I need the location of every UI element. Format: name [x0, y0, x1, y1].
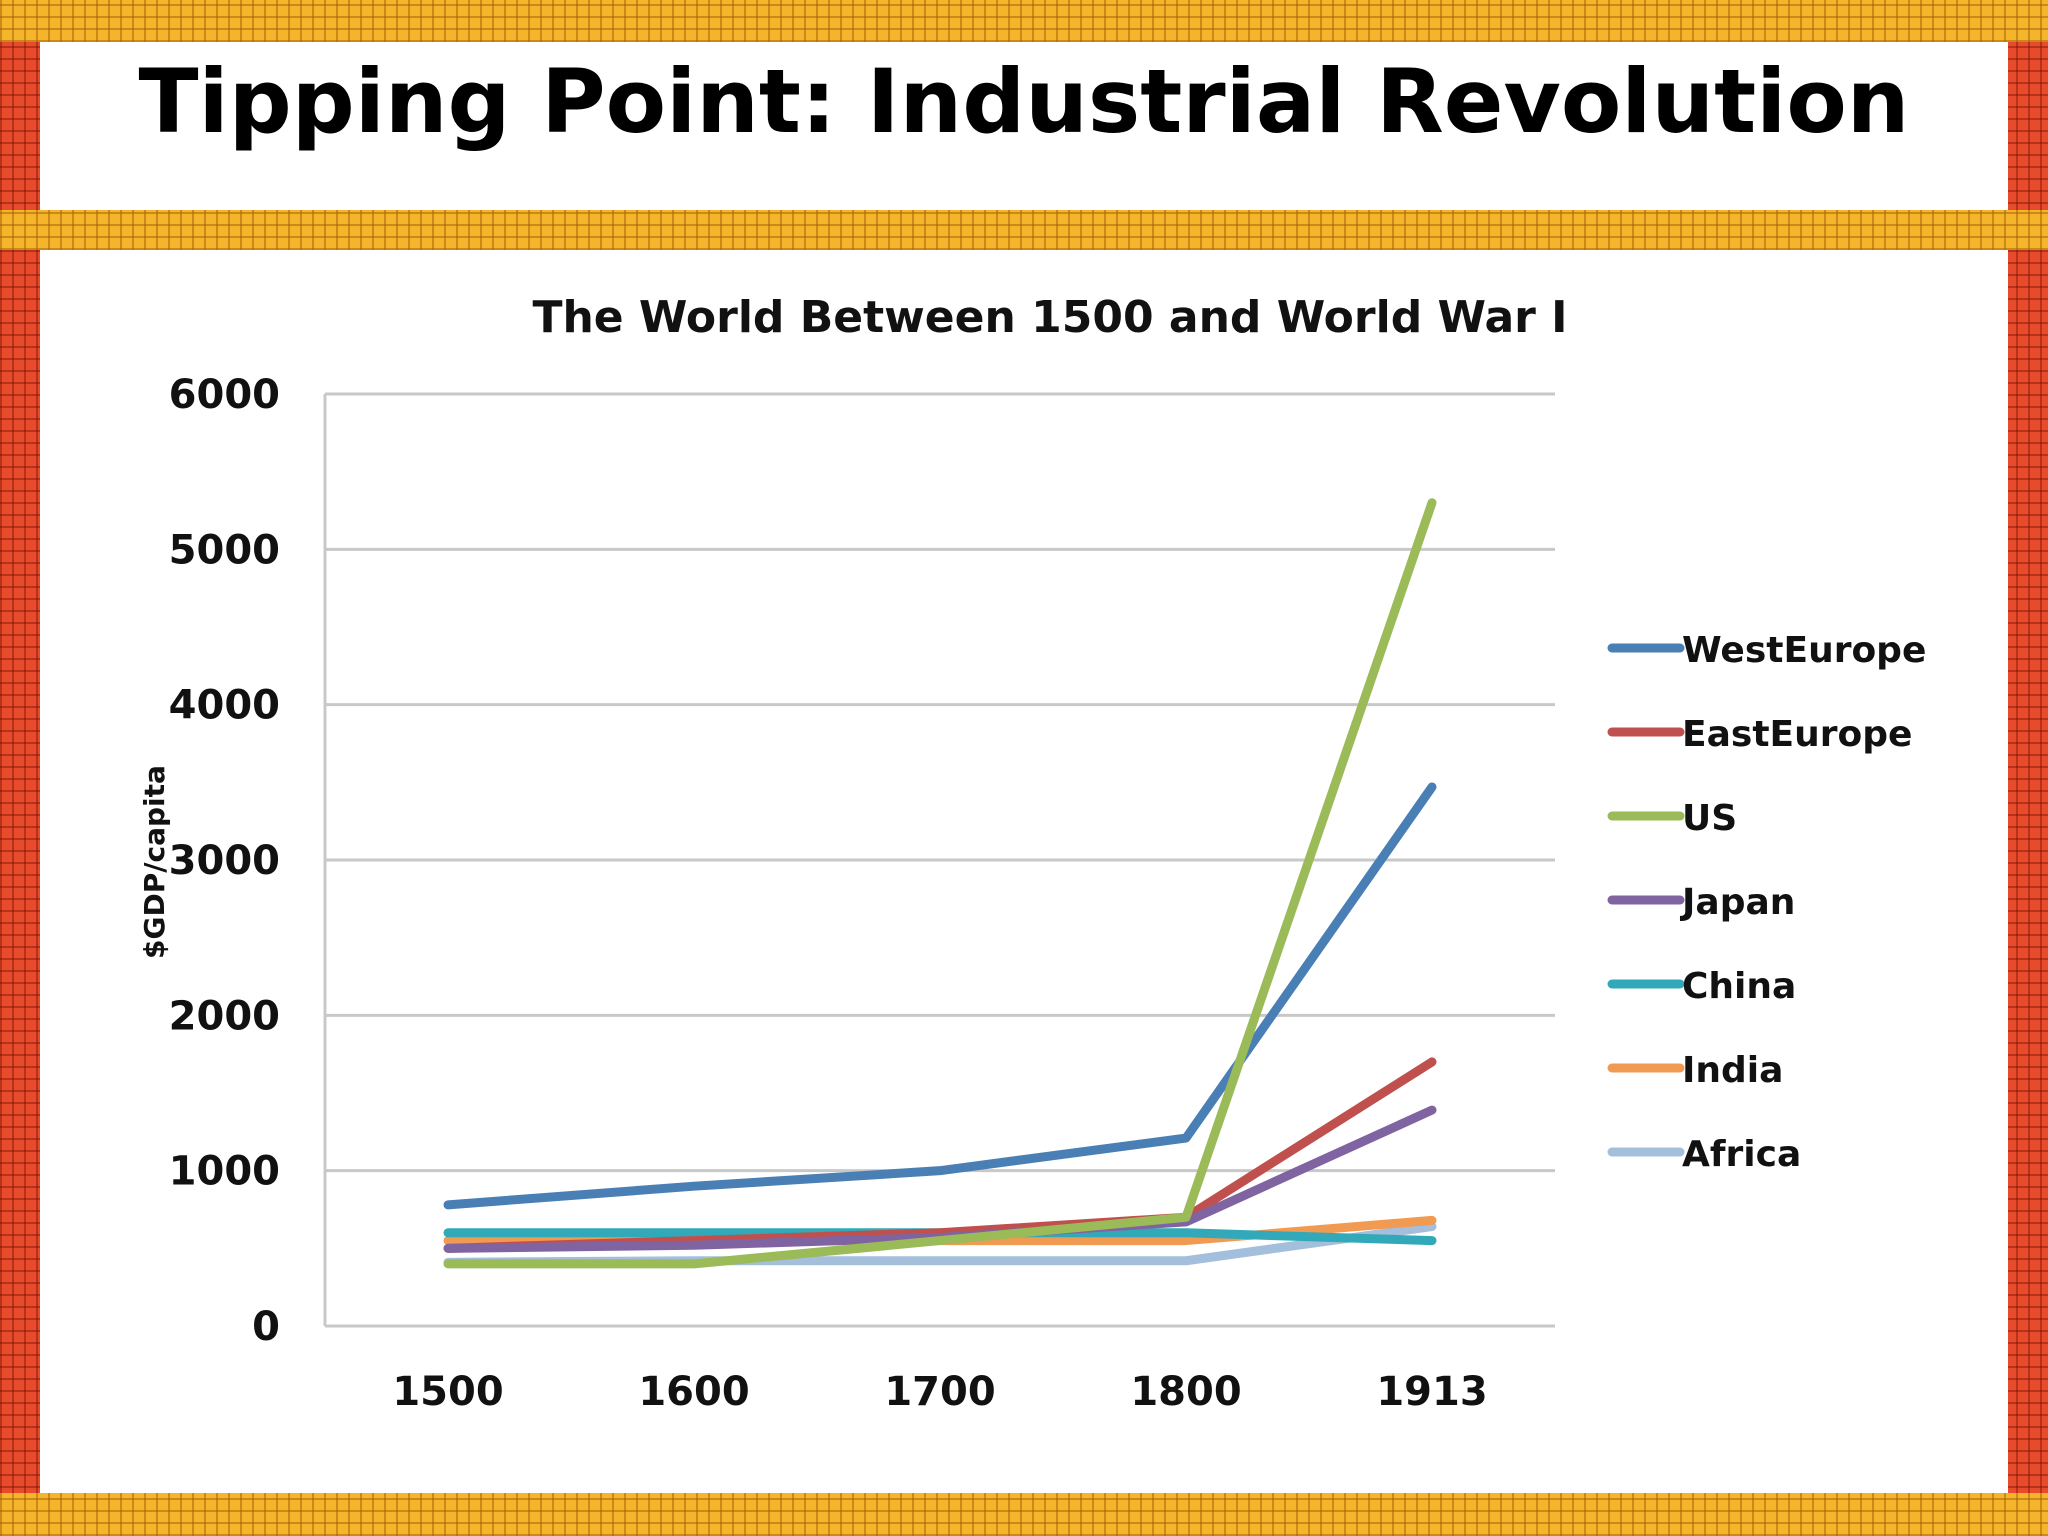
top-border-band [0, 0, 2048, 42]
y-tick-label: 0 [252, 1304, 280, 1350]
series-line-westeurope [443, 782, 1437, 1210]
series-line-japan [443, 1105, 1437, 1253]
x-tick-label: 1913 [1376, 1369, 1487, 1415]
y-tick-label: 1000 [169, 1149, 280, 1195]
series-line-easteurope [443, 1057, 1437, 1253]
chart-panel: The World Between 1500 and World War I $… [40, 250, 2008, 1493]
y-axis-label: $GDP/capita [138, 765, 171, 959]
gridlines [323, 392, 1555, 1328]
series-line-us [443, 498, 1437, 1269]
y-tick-label: 5000 [169, 527, 280, 573]
slide-title: Tipping Point: Industrial Revolution [138, 50, 1910, 153]
legend-label-africa: Africa [1682, 1134, 1801, 1175]
bottom-border-band [0, 1493, 2048, 1536]
legend-label-westeurope: WestEurope [1682, 630, 1926, 671]
y-tick-labels: 0 1000 2000 3000 4000 5000 6000 [169, 372, 280, 1350]
y-tick-label: 2000 [169, 993, 280, 1039]
chart-title: The World Between 1500 and World War I [532, 292, 1567, 343]
legend-label-easteurope: EastEurope [1682, 714, 1912, 755]
x-tick-label: 1800 [1130, 1369, 1241, 1415]
x-tick-label: 1700 [884, 1369, 995, 1415]
legend-label-us: US [1682, 798, 1737, 839]
line-chart: The World Between 1500 and World War I $… [138, 292, 1926, 1415]
legend-label-japan: Japan [1679, 882, 1795, 923]
title-divider-band [0, 210, 2048, 250]
title-panel [40, 42, 2008, 210]
x-tick-label: 1600 [638, 1369, 749, 1415]
y-tick-label: 3000 [169, 838, 280, 884]
series-lines [443, 498, 1437, 1269]
y-tick-label: 4000 [169, 683, 280, 729]
legend-label-china: China [1682, 966, 1796, 1007]
x-tick-labels: 1500 1600 1700 1800 1913 [392, 1369, 1487, 1415]
legend-label-india: India [1682, 1050, 1783, 1091]
x-tick-label: 1500 [392, 1369, 503, 1415]
legend: WestEurope EastEurope US Japan China India Afr… [1607, 630, 1926, 1175]
y-tick-label: 6000 [169, 372, 280, 418]
